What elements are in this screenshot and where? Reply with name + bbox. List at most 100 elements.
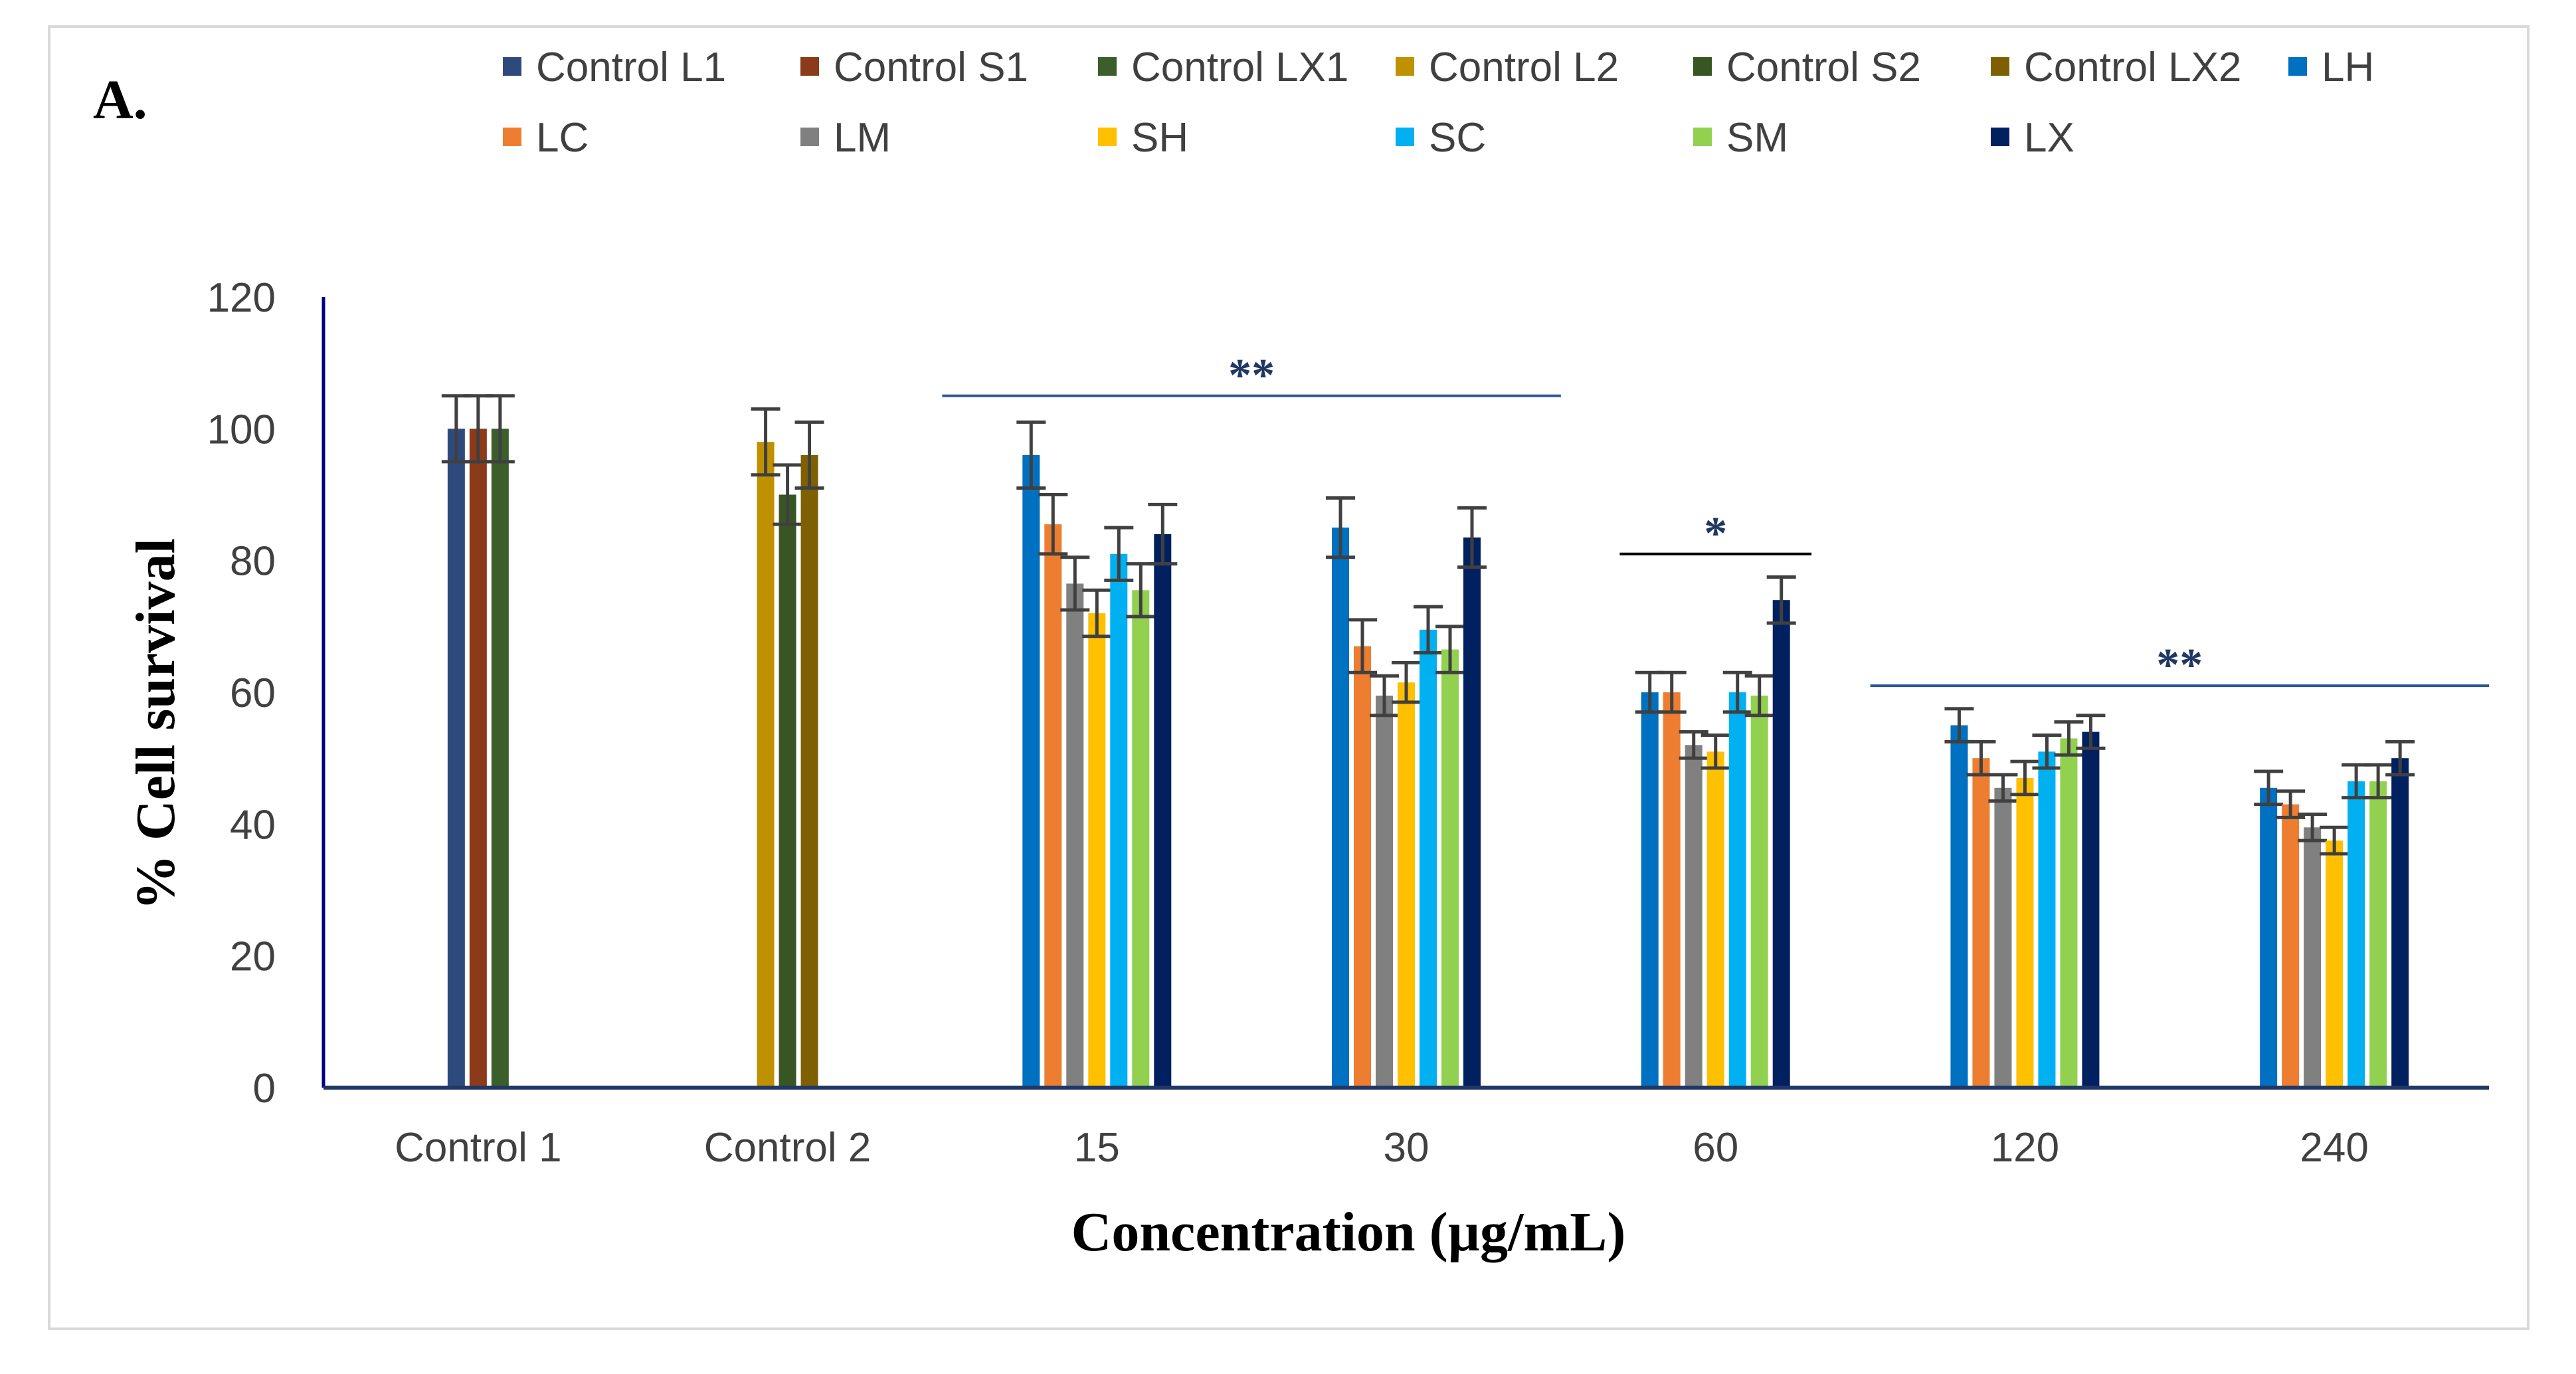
legend-label-sc: SC <box>1429 115 1486 161</box>
error-bar-control-s2-control-2 <box>773 463 802 526</box>
legend-swatch-control-l2 <box>1396 57 1414 76</box>
legend-label-lh: LH <box>2322 45 2374 90</box>
error-bar-lc-120 <box>1966 739 1996 777</box>
error-bar-sc-60 <box>1722 670 1752 714</box>
bar-sm-120 <box>2060 738 2078 1088</box>
legend-swatch-control-lx1 <box>1098 57 1117 76</box>
legend-swatch-sc <box>1396 128 1414 146</box>
bar-sh-15 <box>1088 613 1106 1088</box>
error-bar-sm-15 <box>1126 562 1156 619</box>
error-bar-lx-60 <box>1766 575 1796 625</box>
y-tick-label: 60 <box>230 670 276 716</box>
legend-swatch-lx <box>1991 128 2009 146</box>
legend-swatch-lh <box>2288 57 2307 76</box>
error-bar-sm-30 <box>1435 625 1465 674</box>
bar-lx-240 <box>2391 758 2409 1088</box>
error-bar-lc-60 <box>1657 670 1687 714</box>
error-bar-lm-30 <box>1370 674 1399 718</box>
bar-lm-30 <box>1376 695 1393 1088</box>
error-bar-lc-30 <box>1348 618 1377 674</box>
legend-label-sm: SM <box>1726 115 1788 161</box>
bar-lm-15 <box>1066 583 1084 1088</box>
x-tick-label-240: 240 <box>2300 1125 2368 1171</box>
error-bar-sm-240 <box>2363 763 2393 800</box>
legend-item-control-lx1: Control LX1 <box>1098 45 1348 90</box>
error-bar-sm-120 <box>2054 720 2084 757</box>
error-bar-sh-120 <box>2010 759 2040 797</box>
bar-lx-120 <box>2082 732 2100 1088</box>
chart-legend: Control L1 Control S1 Control LX1 Control L… <box>503 45 2374 161</box>
error-bar-lc-240 <box>2276 789 2306 819</box>
bar-lc-120 <box>1972 758 1990 1088</box>
error-bar-control-s1-control-1 <box>463 394 493 464</box>
error-bar-sh-240 <box>2320 825 2349 856</box>
bar-sm-240 <box>2369 781 2387 1088</box>
bar-sc-60 <box>1728 692 1746 1088</box>
y-tick-label: 40 <box>230 802 276 848</box>
bar-control-s2-control-2 <box>779 494 796 1088</box>
bar-lx-15 <box>1154 534 1172 1088</box>
bar-sh-30 <box>1398 682 1415 1088</box>
bar-lx-60 <box>1772 600 1790 1088</box>
error-bar-lm-240 <box>2298 812 2328 842</box>
bar-lc-15 <box>1044 524 1062 1088</box>
x-tick-label-15: 15 <box>1074 1125 1120 1171</box>
bar-lc-240 <box>2282 804 2300 1088</box>
legend-swatch-control-s2 <box>1693 57 1712 76</box>
error-bar-control-lx2-control-2 <box>794 420 824 490</box>
error-bar-sc-120 <box>2032 733 2062 770</box>
bar-lh-30 <box>1332 528 1349 1088</box>
error-bar-lx-240 <box>2385 739 2415 777</box>
x-tick-label-30: 30 <box>1384 1125 1429 1171</box>
bar-sm-30 <box>1441 649 1459 1088</box>
legend-swatch-control-lx2 <box>1991 57 2009 76</box>
error-bar-lm-60 <box>1679 730 1708 760</box>
bar-sh-240 <box>2326 840 2344 1088</box>
bar-lm-120 <box>1994 787 2012 1088</box>
bar-lm-240 <box>2304 827 2322 1088</box>
bar-lm-60 <box>1685 745 1702 1088</box>
significance-annotations: ***** <box>942 350 2489 691</box>
y-tick-label: 20 <box>230 934 276 980</box>
error-bar-control-l1-control-1 <box>441 394 471 464</box>
legend-item-control-l1: Control L1 <box>503 45 726 90</box>
legend-swatch-sm <box>1693 128 1712 146</box>
x-tick-label-120: 120 <box>1991 1125 2059 1171</box>
bar-lx-30 <box>1463 537 1481 1088</box>
x-tick-label-control-2: Control 2 <box>704 1125 872 1171</box>
legend-item-control-s2: Control S2 <box>1693 45 1921 90</box>
legend-swatch-lc <box>503 128 521 146</box>
y-tick-label: 0 <box>253 1066 276 1112</box>
legend-swatch-lm <box>800 128 819 146</box>
error-bar-lx-15 <box>1148 502 1178 566</box>
error-bar-lh-240 <box>2254 769 2284 807</box>
x-tick-label-control-1: Control 1 <box>395 1125 562 1171</box>
error-bar-lh-120 <box>1944 707 1974 743</box>
x-axis-title: Concentration (µg/mL) <box>1071 1201 1626 1263</box>
significance-label-2: * <box>1704 508 1727 559</box>
error-bar-control-lx1-control-1 <box>485 394 515 464</box>
y-tick-label: 100 <box>207 407 276 452</box>
bar-control-lx2-control-2 <box>800 455 818 1088</box>
legend-item-lm: LM <box>800 115 891 161</box>
legend-item-lh: LH <box>2288 45 2374 90</box>
significance-label-3: ** <box>2156 640 2203 691</box>
bar-sc-120 <box>2038 751 2056 1088</box>
legend-label-control-s1: Control S1 <box>834 45 1028 90</box>
bar-sm-60 <box>1750 695 1768 1088</box>
legend-item-lc: LC <box>503 115 589 161</box>
legend-label-control-lx2: Control LX2 <box>2024 45 2241 90</box>
bar-sh-120 <box>2016 777 2034 1088</box>
legend-item-sh: SH <box>1098 115 1188 161</box>
bar-sh-60 <box>1706 751 1724 1088</box>
bar-control-s1-control-1 <box>469 429 487 1088</box>
legend-item-sm: SM <box>1693 115 1788 161</box>
y-axis-title: % Cell survival <box>125 538 187 910</box>
bar-lh-15 <box>1022 455 1040 1088</box>
bar-lh-120 <box>1950 725 1968 1088</box>
legend-label-lm: LM <box>834 115 891 161</box>
x-tick-label-60: 60 <box>1693 1125 1738 1171</box>
error-bar-control-l2-control-2 <box>751 407 781 477</box>
error-bar-lc-15 <box>1038 493 1068 556</box>
